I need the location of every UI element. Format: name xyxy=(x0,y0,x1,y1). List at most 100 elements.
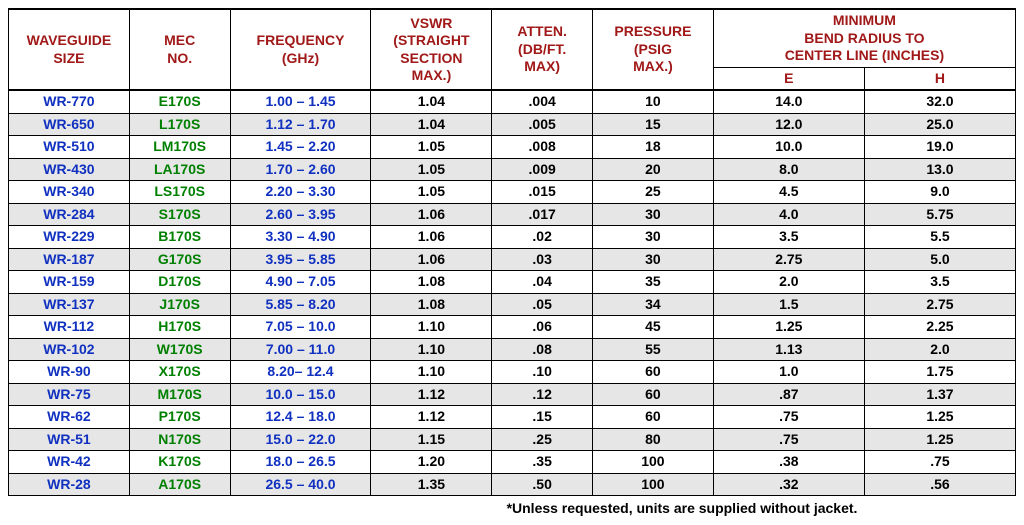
cell-pressure: 100 xyxy=(593,473,714,496)
table-row: WR-284S170S2.60 – 3.951.06.017304.05.75 xyxy=(9,203,1016,226)
cell-bend-h: 2.75 xyxy=(864,293,1015,316)
cell-waveguide: WR-229 xyxy=(9,226,130,249)
cell-bend-h: 2.0 xyxy=(864,338,1015,361)
cell-frequency: 26.5 – 40.0 xyxy=(230,473,371,496)
cell-waveguide: WR-159 xyxy=(9,271,130,294)
footnote-text: *Unless requested, units are supplied wi… xyxy=(8,500,1016,516)
cell-atten: .008 xyxy=(492,136,593,159)
waveguide-spec-table: WAVEGUIDESIZE MECNO. FREQUENCY(GHz) VSWR… xyxy=(8,8,1016,496)
cell-bend-e: .32 xyxy=(713,473,864,496)
cell-vswr: 1.04 xyxy=(371,113,492,136)
cell-bend-e: .38 xyxy=(713,451,864,474)
cell-waveguide: WR-102 xyxy=(9,338,130,361)
cell-frequency: 2.20 – 3.30 xyxy=(230,181,371,204)
cell-vswr: 1.10 xyxy=(371,361,492,384)
cell-atten: .05 xyxy=(492,293,593,316)
cell-atten: .12 xyxy=(492,383,593,406)
cell-vswr: 1.05 xyxy=(371,158,492,181)
cell-vswr: 1.10 xyxy=(371,338,492,361)
cell-vswr: 1.06 xyxy=(371,226,492,249)
cell-vswr: 1.08 xyxy=(371,293,492,316)
cell-bend-h: 13.0 xyxy=(864,158,1015,181)
cell-frequency: 5.85 – 8.20 xyxy=(230,293,371,316)
table-row: WR-28A170S26.5 – 40.01.35.50100.32.56 xyxy=(9,473,1016,496)
cell-waveguide: WR-112 xyxy=(9,316,130,339)
cell-pressure: 18 xyxy=(593,136,714,159)
cell-pressure: 20 xyxy=(593,158,714,181)
cell-atten: .50 xyxy=(492,473,593,496)
cell-mec: B170S xyxy=(129,226,230,249)
table-row: WR-187G170S3.95 – 5.851.06.03302.755.0 xyxy=(9,248,1016,271)
cell-waveguide: WR-75 xyxy=(9,383,130,406)
cell-bend-h: 2.25 xyxy=(864,316,1015,339)
cell-bend-h: 1.75 xyxy=(864,361,1015,384)
cell-bend-e: .87 xyxy=(713,383,864,406)
cell-bend-h: 5.0 xyxy=(864,248,1015,271)
cell-bend-h: 5.5 xyxy=(864,226,1015,249)
cell-mec: L170S xyxy=(129,113,230,136)
cell-waveguide: WR-137 xyxy=(9,293,130,316)
cell-pressure: 30 xyxy=(593,248,714,271)
cell-bend-e: 1.13 xyxy=(713,338,864,361)
cell-mec: G170S xyxy=(129,248,230,271)
col-header-bend-e: E xyxy=(713,67,864,90)
cell-bend-h: 19.0 xyxy=(864,136,1015,159)
cell-bend-h: .56 xyxy=(864,473,1015,496)
cell-bend-e: 2.0 xyxy=(713,271,864,294)
cell-pressure: 30 xyxy=(593,226,714,249)
cell-atten: .04 xyxy=(492,271,593,294)
cell-atten: .02 xyxy=(492,226,593,249)
cell-mec: LA170S xyxy=(129,158,230,181)
cell-mec: S170S xyxy=(129,203,230,226)
table-row: WR-229B170S3.30 – 4.901.06.02303.55.5 xyxy=(9,226,1016,249)
cell-atten: .004 xyxy=(492,90,593,113)
cell-bend-e: 10.0 xyxy=(713,136,864,159)
cell-vswr: 1.05 xyxy=(371,181,492,204)
cell-pressure: 100 xyxy=(593,451,714,474)
cell-pressure: 45 xyxy=(593,316,714,339)
cell-atten: .10 xyxy=(492,361,593,384)
cell-bend-h: 5.75 xyxy=(864,203,1015,226)
cell-frequency: 1.70 – 2.60 xyxy=(230,158,371,181)
cell-bend-e: 1.5 xyxy=(713,293,864,316)
cell-pressure: 34 xyxy=(593,293,714,316)
cell-waveguide: WR-51 xyxy=(9,428,130,451)
cell-mec: H170S xyxy=(129,316,230,339)
cell-waveguide: WR-430 xyxy=(9,158,130,181)
cell-mec: E170S xyxy=(129,90,230,113)
cell-bend-e: 1.25 xyxy=(713,316,864,339)
cell-vswr: 1.05 xyxy=(371,136,492,159)
cell-atten: .009 xyxy=(492,158,593,181)
cell-waveguide: WR-770 xyxy=(9,90,130,113)
cell-mec: K170S xyxy=(129,451,230,474)
cell-mec: X170S xyxy=(129,361,230,384)
col-header-waveguide: WAVEGUIDESIZE xyxy=(9,9,130,90)
table-body: WR-770E170S1.00 – 1.451.04.0041014.032.0… xyxy=(9,90,1016,496)
cell-bend-h: 1.25 xyxy=(864,406,1015,429)
cell-atten: .08 xyxy=(492,338,593,361)
cell-pressure: 15 xyxy=(593,113,714,136)
table-row: WR-75M170S10.0 – 15.01.12.1260.871.37 xyxy=(9,383,1016,406)
cell-frequency: 4.90 – 7.05 xyxy=(230,271,371,294)
cell-pressure: 35 xyxy=(593,271,714,294)
cell-mec: D170S xyxy=(129,271,230,294)
cell-bend-h: 25.0 xyxy=(864,113,1015,136)
cell-vswr: 1.08 xyxy=(371,271,492,294)
table-row: WR-62P170S12.4 – 18.01.12.1560.751.25 xyxy=(9,406,1016,429)
table-header: WAVEGUIDESIZE MECNO. FREQUENCY(GHz) VSWR… xyxy=(9,9,1016,90)
cell-mec: A170S xyxy=(129,473,230,496)
cell-atten: .005 xyxy=(492,113,593,136)
cell-frequency: 12.4 – 18.0 xyxy=(230,406,371,429)
cell-vswr: 1.10 xyxy=(371,316,492,339)
cell-bend-h: 3.5 xyxy=(864,271,1015,294)
cell-atten: .015 xyxy=(492,181,593,204)
cell-pressure: 60 xyxy=(593,406,714,429)
cell-atten: .017 xyxy=(492,203,593,226)
cell-waveguide: WR-42 xyxy=(9,451,130,474)
cell-frequency: 7.05 – 10.0 xyxy=(230,316,371,339)
col-header-vswr: VSWR(STRAIGHTSECTIONMAX.) xyxy=(371,9,492,90)
cell-bend-h: 9.0 xyxy=(864,181,1015,204)
cell-frequency: 10.0 – 15.0 xyxy=(230,383,371,406)
cell-waveguide: WR-650 xyxy=(9,113,130,136)
cell-frequency: 2.60 – 3.95 xyxy=(230,203,371,226)
